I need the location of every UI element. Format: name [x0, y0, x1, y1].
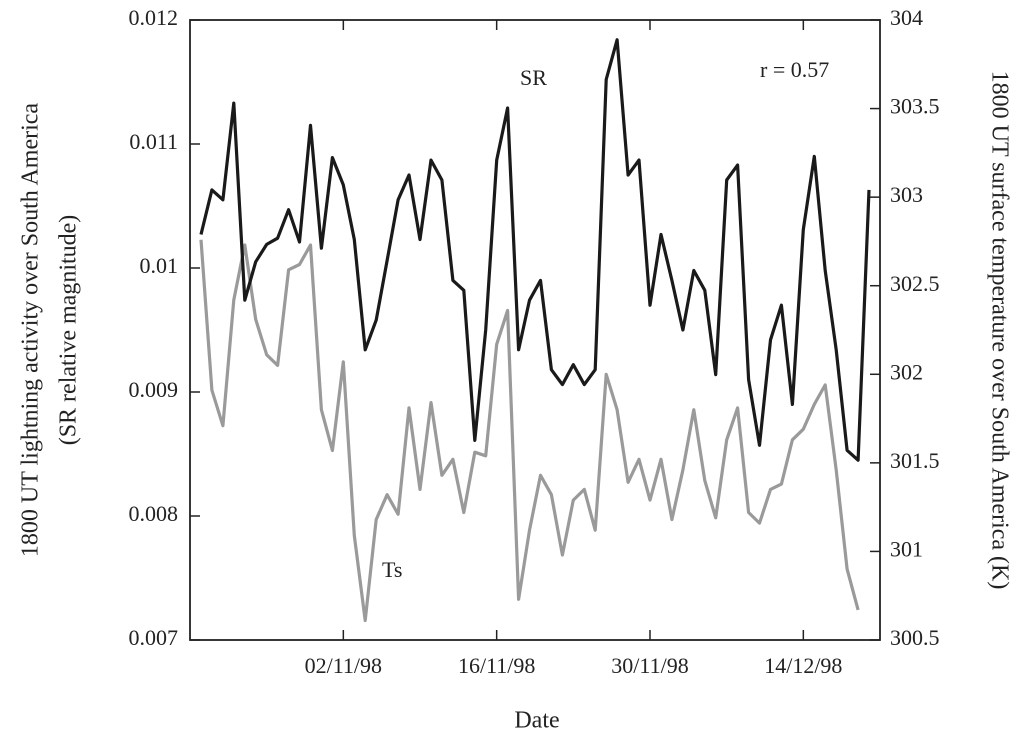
y2-axis-label: 1800 UT surface temperature over South A…: [986, 71, 1012, 590]
x-tick-label: 02/11/98: [305, 653, 382, 678]
y-axis-label: (SR relative magnitude): [56, 215, 82, 446]
y-axis-label: 1800 UT lightning activity over South Am…: [18, 103, 44, 558]
plot-frame: [189, 19, 881, 641]
annotation: r = 0.57: [760, 57, 829, 82]
y2-tick-label: 302.5: [890, 271, 940, 296]
y2-tick-label: 303.5: [890, 94, 940, 119]
y-tick-label: 0.01: [140, 253, 179, 278]
series-label: Ts: [382, 557, 402, 582]
y-tick-label: 0.012: [129, 5, 179, 30]
y-tick-label: 0.009: [129, 377, 179, 402]
x-axis-label: Date: [514, 708, 559, 734]
y-tick-label: 0.008: [129, 501, 179, 526]
y2-tick-label: 301: [890, 536, 923, 561]
series-label: SR: [520, 65, 547, 90]
y2-tick-label: 304: [890, 5, 923, 30]
y2-tick-label: 302: [890, 359, 923, 384]
y-tick-label: 0.007: [129, 625, 179, 650]
x-tick-label: 30/11/98: [611, 653, 688, 678]
y2-tick-label: 301.5: [890, 448, 940, 473]
series-line: [199, 239, 860, 623]
x-tick-label: 16/11/98: [458, 653, 535, 678]
x-tick-label: 14/12/98: [764, 653, 842, 678]
y2-tick-label: 303: [890, 182, 923, 207]
y-tick-label: 0.011: [129, 129, 178, 154]
y2-tick-label: 300.5: [890, 625, 940, 650]
series-line: [199, 38, 871, 462]
